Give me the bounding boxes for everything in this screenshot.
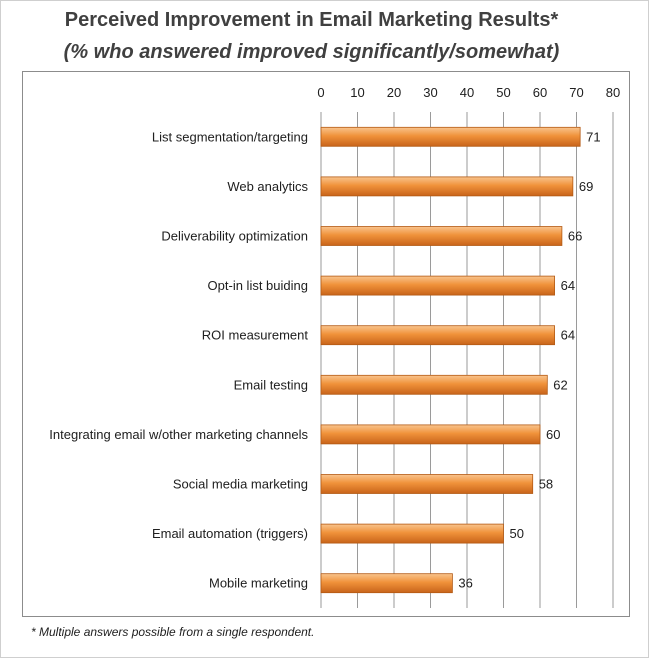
bar-5 [320,374,548,395]
category-label-2: Deliverability optimization [161,229,308,244]
value-label-7: 58 [539,477,553,492]
category-label-9: Mobile marketing [209,576,308,591]
value-label-1: 69 [579,179,593,194]
bar-3 [320,275,556,296]
category-label-3: Opt-in list buiding [208,278,308,293]
value-label-5: 62 [553,377,567,392]
bar-2 [320,226,563,246]
category-label-4: ROI measurement [202,328,309,343]
category-label-6: Integrating email w/other marketing chan… [49,427,308,442]
x-tick-label-30: 30 [423,85,437,100]
x-tick-label-10: 10 [350,85,364,100]
x-tick-label-0: 0 [317,85,324,100]
x-tick-label-80: 80 [606,85,620,100]
chart-footnote: * Multiple answers possible from a singl… [31,625,315,639]
category-label-5: Email testing [234,377,308,392]
value-label-2: 66 [568,229,582,244]
x-tick-label-40: 40 [460,85,474,100]
bar-1 [320,176,574,197]
x-tick-label-20: 20 [387,85,401,100]
bar-0 [320,126,581,147]
bar-8 [320,523,504,544]
bar-6 [320,424,541,445]
value-label-8: 50 [510,526,524,541]
chart-subtitle: (% who answered improved significantly/s… [63,41,560,63]
chart-title: Perceived Improvement in Email Marketing… [64,9,559,31]
category-label-0: List segmentation/targeting [152,129,308,144]
x-tick-label-50: 50 [496,85,510,100]
category-label-7: Social media marketing [173,477,308,492]
bar-7 [320,474,534,494]
category-label-1: Web analytics [227,179,308,194]
value-label-0: 71 [586,129,600,144]
x-tick-label-70: 70 [569,85,583,100]
value-label-4: 64 [561,328,575,343]
x-tick-label-60: 60 [533,85,547,100]
value-label-9: 36 [458,576,472,591]
bar-9 [320,573,453,594]
value-label-6: 60 [546,427,560,442]
category-label-8: Email automation (triggers) [152,526,308,541]
bar-4 [320,325,556,346]
value-label-3: 64 [561,278,575,293]
